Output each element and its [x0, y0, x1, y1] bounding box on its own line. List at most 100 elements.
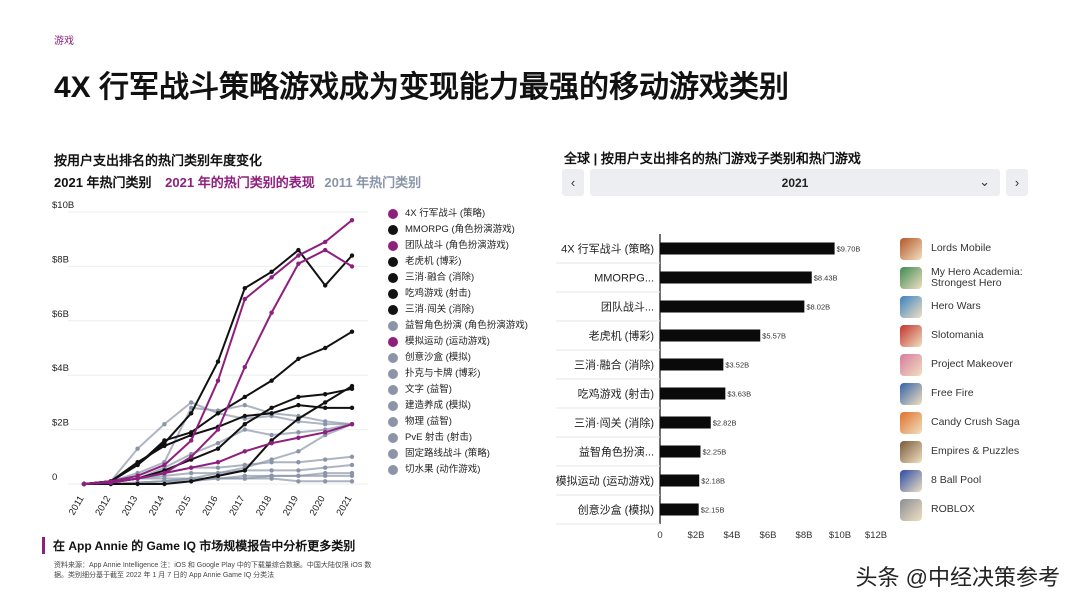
x-tick-label: 2020	[308, 494, 328, 518]
bar[interactable]	[660, 474, 700, 487]
data-point	[162, 421, 167, 427]
legend-dot	[388, 401, 398, 411]
data-point	[349, 479, 355, 484]
category-label: 三消·融合 (消除)	[574, 358, 654, 372]
legend-dot	[388, 289, 398, 299]
game-item[interactable]: Empires & Puzzles	[900, 437, 1070, 466]
data-point	[349, 383, 355, 389]
bar[interactable]	[660, 300, 805, 313]
category-label: 吃鸡游戏 (射击)	[578, 387, 654, 401]
game-item[interactable]: Candy Crush Saga	[900, 408, 1070, 437]
data-point	[269, 468, 274, 473]
legend-dot	[388, 433, 398, 443]
x-tick-label: $4B	[724, 530, 741, 541]
y-tick-label: $6B	[52, 309, 69, 320]
legend-dot	[388, 321, 398, 331]
game-item[interactable]: Lords Mobile	[900, 234, 1070, 263]
legend-item[interactable]: 吃鸡游戏 (射击)	[388, 288, 548, 300]
data-point	[269, 275, 274, 280]
bar[interactable]	[660, 503, 699, 516]
bar[interactable]	[660, 271, 812, 284]
legend-item[interactable]: 益智角色扮演 (角色扮演游戏)	[388, 320, 548, 332]
legend-item[interactable]: 模拟运动 (运动游戏)	[388, 336, 548, 348]
chevron-left-icon: ‹	[570, 175, 576, 190]
legend-item[interactable]: PvE 射击 (射击)	[388, 432, 548, 444]
data-point	[108, 480, 114, 485]
legend-item[interactable]: 固定路线战斗 (策略)	[388, 448, 548, 460]
legend-label: 切水果 (动作游戏)	[405, 464, 481, 475]
legend-item[interactable]: 物理 (益智)	[388, 416, 548, 428]
legend-item[interactable]: 文字 (益智)	[388, 384, 548, 396]
bar[interactable]	[660, 387, 726, 400]
prev-year-button[interactable]: ‹	[562, 169, 584, 196]
data-point	[242, 462, 247, 468]
legend-item[interactable]: 建造养成 (模拟)	[388, 400, 548, 412]
data-point	[323, 283, 328, 288]
legend-item[interactable]: 三消·闯关 (消除)	[388, 304, 548, 316]
game-item[interactable]: My Hero Academia: Strongest Hero	[900, 263, 1070, 292]
bar[interactable]	[660, 416, 711, 429]
legend-item[interactable]: 切水果 (动作游戏)	[388, 464, 548, 476]
legend-dot	[388, 257, 398, 267]
data-point	[242, 285, 247, 291]
data-point	[189, 438, 194, 443]
game-item[interactable]: Project Makeover	[900, 350, 1070, 379]
year-select[interactable]: 2021 ⌄	[590, 169, 1000, 196]
game-item[interactable]: Slotomania	[900, 321, 1070, 350]
legend-label: 三消·闯关 (消除)	[405, 304, 475, 315]
legend-item[interactable]: 三消·融合 (消除)	[388, 272, 548, 284]
data-point	[349, 473, 355, 479]
bar-value-label: $2.25B	[703, 448, 727, 457]
data-point	[242, 402, 247, 408]
bar-chart: 4X 行军战斗 (策略) $9.70B MMORPG... $8.43B 团队战斗...…	[556, 234, 887, 541]
x-tick-label: 2017	[227, 494, 247, 518]
next-year-button[interactable]: ›	[1006, 169, 1028, 196]
legend-dot	[388, 209, 398, 219]
game-item[interactable]: Hero Wars	[900, 292, 1070, 321]
legend-item[interactable]: 创意沙盒 (模拟)	[388, 352, 548, 364]
data-point	[296, 473, 301, 479]
data-point	[215, 427, 221, 432]
bar-value-label: $2.18B	[701, 477, 725, 486]
data-point	[162, 438, 167, 443]
x-tick-label: 2013	[120, 494, 140, 518]
game-name: ROBLOX	[931, 503, 975, 515]
data-point	[189, 400, 194, 405]
game-icon	[900, 237, 922, 260]
legend-dot	[388, 353, 398, 363]
legend-item[interactable]: 4X 行军战斗 (策略)	[388, 208, 548, 220]
game-name: Slotomania	[931, 329, 984, 341]
legend-label: 益智角色扮演 (角色扮演游戏)	[405, 320, 528, 331]
legend-item[interactable]: 老虎机 (博彩)	[388, 256, 548, 268]
legend-item[interactable]: MMORPG (角色扮演游戏)	[388, 224, 548, 236]
data-point	[269, 405, 274, 411]
chevron-right-icon: ›	[1014, 175, 1020, 190]
game-name: Candy Crush Saga	[931, 416, 1020, 428]
bar[interactable]	[660, 329, 761, 342]
bar-value-label: $8.02B	[806, 303, 830, 312]
data-point	[81, 481, 87, 487]
bar[interactable]	[660, 358, 724, 371]
data-point	[349, 217, 355, 223]
data-point	[162, 443, 167, 449]
game-icon	[900, 498, 922, 521]
data-point	[242, 364, 247, 370]
line-chart-legend: 4X 行军战斗 (策略) MMORPG (角色扮演游戏) 团队战斗 (角色扮演游戏)…	[388, 208, 548, 480]
y-tick-label: $8B	[52, 254, 69, 265]
game-item[interactable]: Free Fire	[900, 379, 1070, 408]
game-item[interactable]: ROBLOX	[900, 495, 1070, 524]
legend-item[interactable]: 团队战斗 (角色扮演游戏)	[388, 240, 548, 252]
game-item[interactable]: 8 Ball Pool	[900, 466, 1070, 495]
legend-label: 4X 行军战斗 (策略)	[405, 208, 486, 219]
legend-item[interactable]: 扑克与卡牌 (博彩)	[388, 368, 548, 380]
data-point	[323, 239, 328, 245]
x-tick-label: $12B	[865, 530, 887, 541]
data-point	[323, 465, 328, 470]
bar[interactable]	[660, 242, 835, 255]
data-point	[242, 413, 247, 419]
report-link[interactable]: 在 App Annie 的 Game IQ 市场规模报告中分析更多类别	[42, 537, 355, 554]
game-icon	[900, 324, 922, 347]
bar[interactable]	[660, 445, 701, 458]
x-tick-label: $10B	[829, 530, 851, 541]
legend-dot	[388, 449, 398, 459]
